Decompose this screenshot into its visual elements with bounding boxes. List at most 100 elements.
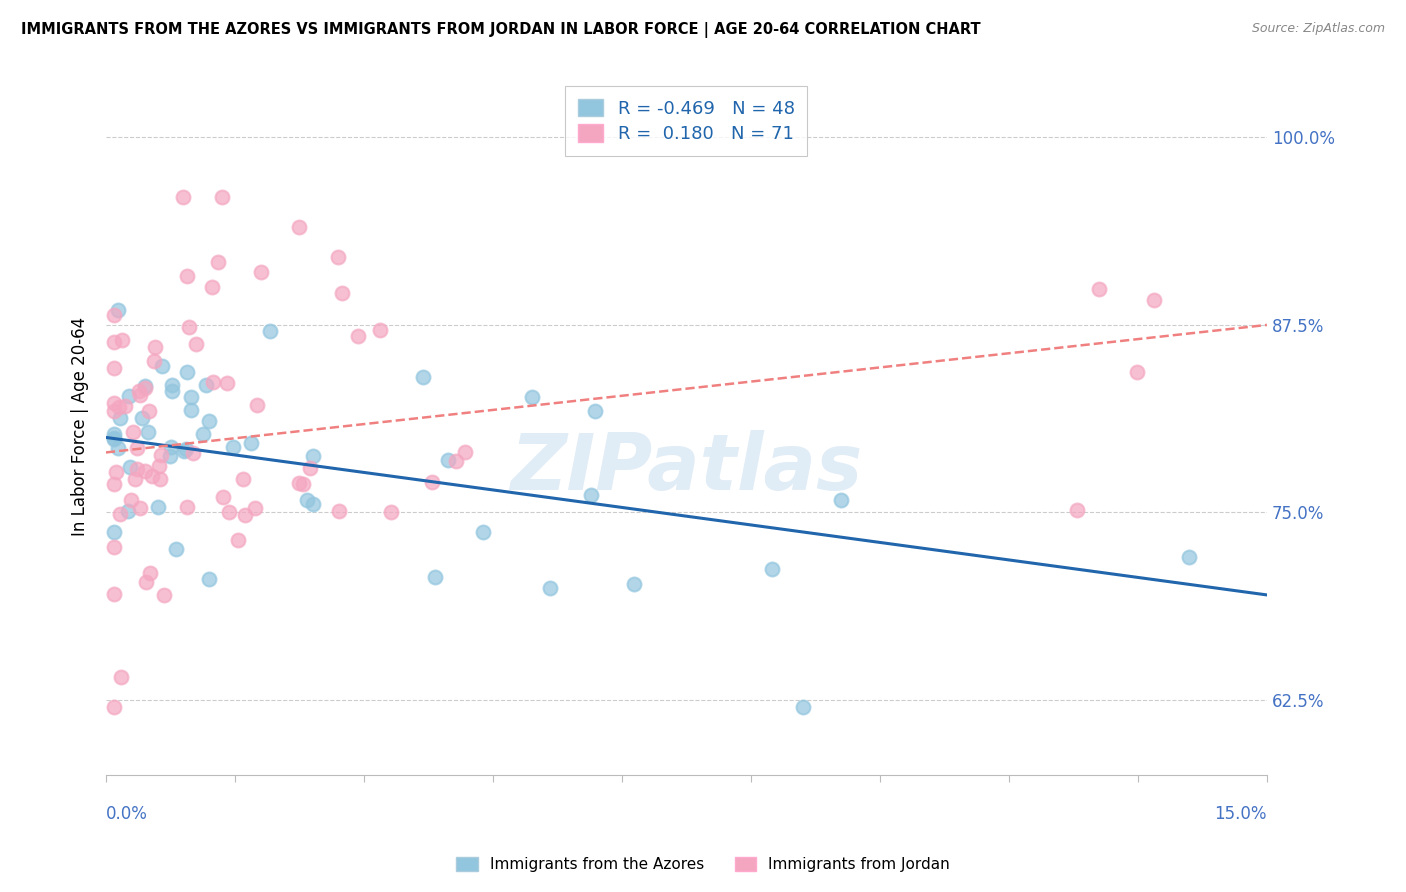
Point bbox=[191, 427, 214, 442]
Point bbox=[297, 492, 319, 507]
Point bbox=[149, 472, 172, 486]
Point bbox=[198, 572, 221, 586]
Point bbox=[114, 399, 136, 413]
Point bbox=[1178, 550, 1201, 565]
Point bbox=[103, 431, 125, 445]
Point bbox=[212, 490, 235, 504]
Point bbox=[222, 440, 245, 454]
Point bbox=[380, 505, 402, 519]
Point bbox=[226, 533, 249, 547]
Point bbox=[538, 581, 561, 595]
Point bbox=[103, 432, 125, 446]
Point bbox=[288, 220, 311, 235]
Point bbox=[103, 540, 125, 554]
Point bbox=[148, 458, 170, 473]
Point bbox=[103, 700, 125, 714]
Point bbox=[103, 524, 125, 539]
Point bbox=[623, 576, 645, 591]
Point bbox=[139, 566, 162, 580]
Point bbox=[143, 354, 166, 368]
Point bbox=[328, 504, 350, 518]
Point bbox=[160, 378, 183, 392]
Point bbox=[103, 476, 125, 491]
Point bbox=[368, 323, 391, 337]
Point bbox=[146, 500, 169, 515]
Point bbox=[135, 575, 157, 590]
Point bbox=[108, 400, 131, 414]
Point bbox=[301, 497, 323, 511]
Point bbox=[1087, 282, 1109, 296]
Point bbox=[103, 403, 125, 417]
Point bbox=[1125, 365, 1147, 379]
Point bbox=[211, 190, 233, 204]
Point bbox=[239, 436, 262, 450]
Point bbox=[243, 501, 266, 516]
Point bbox=[302, 449, 325, 463]
Point bbox=[143, 340, 166, 354]
Point bbox=[326, 251, 349, 265]
Point bbox=[184, 336, 207, 351]
Point bbox=[201, 279, 224, 293]
Point bbox=[108, 410, 131, 425]
Point bbox=[128, 388, 150, 402]
Point bbox=[122, 425, 145, 439]
Point bbox=[259, 324, 281, 338]
Point bbox=[103, 308, 125, 322]
Point bbox=[423, 570, 446, 584]
Point bbox=[128, 384, 150, 399]
Point bbox=[141, 468, 163, 483]
Point bbox=[107, 303, 129, 318]
Point bbox=[150, 359, 173, 374]
Point bbox=[583, 403, 606, 417]
Point bbox=[579, 488, 602, 502]
Point bbox=[138, 404, 160, 418]
Point bbox=[472, 525, 495, 540]
Point bbox=[207, 254, 229, 268]
Point bbox=[792, 700, 814, 714]
Point bbox=[160, 440, 183, 454]
Point bbox=[103, 334, 125, 349]
Point bbox=[201, 375, 224, 389]
Text: 15.0%: 15.0% bbox=[1215, 805, 1267, 823]
Point bbox=[152, 588, 174, 602]
Point bbox=[437, 453, 460, 467]
Point bbox=[108, 508, 131, 522]
Point bbox=[218, 505, 240, 519]
Point bbox=[217, 376, 239, 390]
Point bbox=[103, 427, 125, 442]
Point bbox=[330, 286, 353, 301]
Legend: R = -0.469   N = 48, R =  0.180   N = 71: R = -0.469 N = 48, R = 0.180 N = 71 bbox=[565, 87, 807, 156]
Point bbox=[160, 384, 183, 398]
Point bbox=[172, 190, 194, 204]
Point bbox=[128, 500, 150, 515]
Point bbox=[181, 445, 204, 459]
Point bbox=[197, 414, 219, 428]
Point bbox=[232, 472, 254, 486]
Point bbox=[180, 390, 202, 404]
Point bbox=[134, 381, 156, 395]
Point bbox=[125, 461, 148, 475]
Point bbox=[299, 460, 322, 475]
Point bbox=[180, 403, 202, 417]
Point bbox=[111, 333, 134, 347]
Point bbox=[176, 268, 198, 283]
Point bbox=[246, 398, 269, 412]
Point bbox=[173, 444, 195, 458]
Point bbox=[454, 445, 477, 459]
Y-axis label: In Labor Force | Age 20-64: In Labor Force | Age 20-64 bbox=[72, 317, 89, 536]
Text: 0.0%: 0.0% bbox=[105, 805, 148, 823]
Point bbox=[103, 396, 125, 410]
Text: ZIPatlas: ZIPatlas bbox=[510, 430, 862, 506]
Text: IMMIGRANTS FROM THE AZORES VS IMMIGRANTS FROM JORDAN IN LABOR FORCE | AGE 20-64 : IMMIGRANTS FROM THE AZORES VS IMMIGRANTS… bbox=[21, 22, 981, 38]
Point bbox=[176, 365, 198, 379]
Point bbox=[120, 493, 142, 508]
Point bbox=[131, 411, 153, 425]
Point bbox=[124, 471, 146, 485]
Point bbox=[249, 265, 271, 279]
Point bbox=[159, 450, 181, 464]
Point bbox=[292, 476, 315, 491]
Legend: Immigrants from the Azores, Immigrants from Jordan: Immigrants from the Azores, Immigrants f… bbox=[449, 849, 957, 880]
Point bbox=[103, 587, 125, 601]
Point bbox=[288, 476, 311, 491]
Point bbox=[233, 508, 256, 523]
